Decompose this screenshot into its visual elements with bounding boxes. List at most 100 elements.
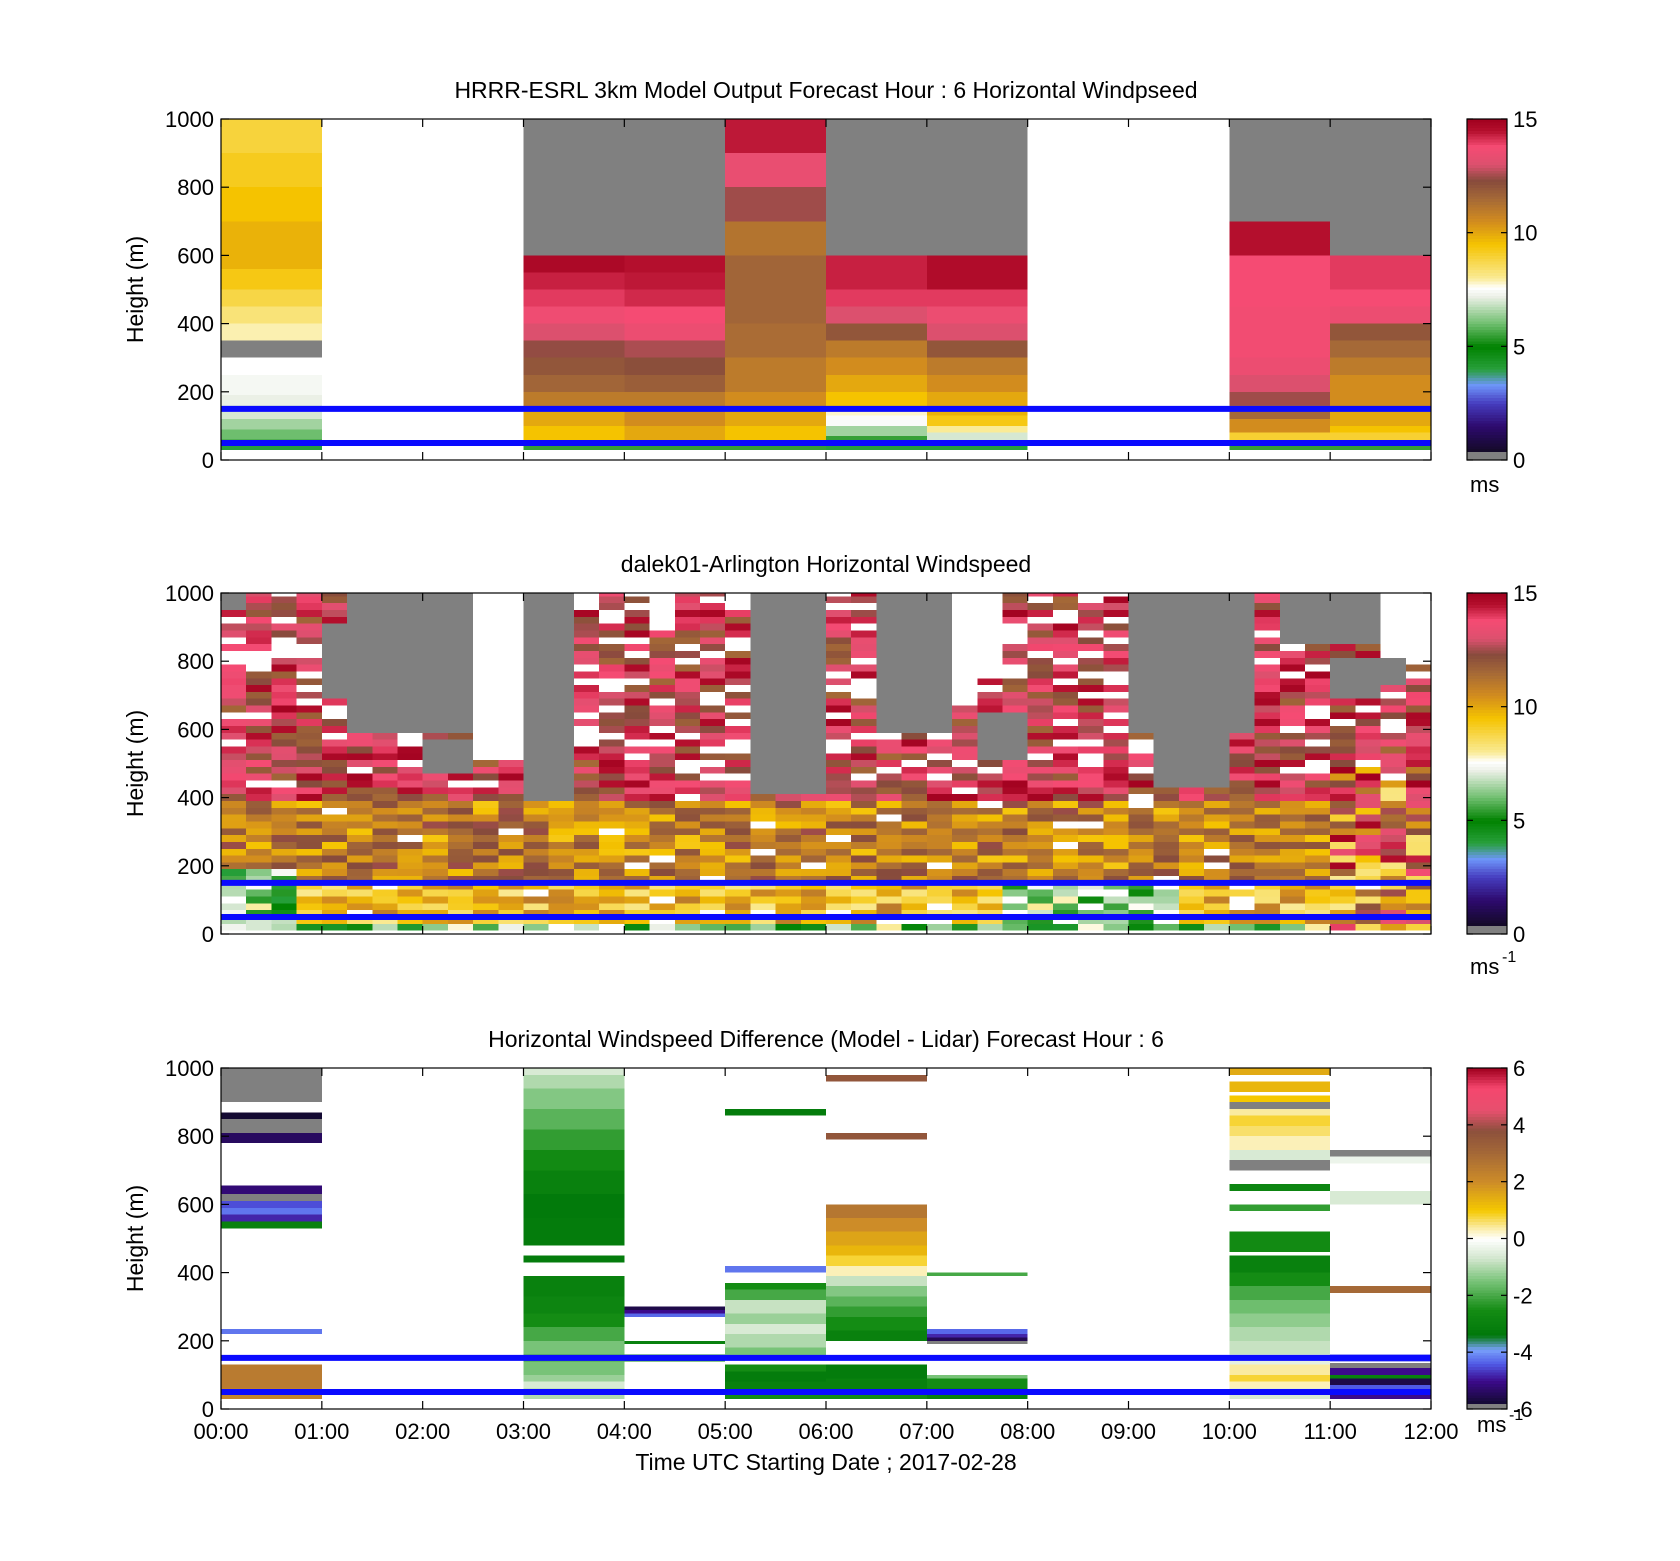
heatmap-cell [397, 610, 423, 617]
heatmap-cell [851, 780, 877, 788]
heatmap-cell [523, 1194, 625, 1219]
heatmap-cell [624, 691, 650, 699]
colorbar-segment [1467, 133, 1507, 137]
heatmap-cell [1178, 725, 1205, 733]
heatmap-cell [1027, 821, 1053, 829]
heatmap-cell [1153, 664, 1179, 672]
colorbar-segment [1467, 1164, 1507, 1169]
heatmap-cell [447, 753, 474, 761]
colorbar-segment [1467, 394, 1507, 399]
heatmap-cell [800, 848, 826, 856]
heatmap-cell [1254, 644, 1280, 651]
heatmap-cell [599, 855, 625, 863]
heatmap-cell [1153, 671, 1179, 679]
heatmap-cell [397, 616, 423, 624]
heatmap-cell [876, 903, 902, 911]
heatmap-cell [876, 650, 902, 658]
colorbar-segment [1467, 1286, 1507, 1291]
heatmap-cell [1229, 828, 1255, 836]
heatmap-cell [1078, 678, 1104, 686]
colorbar-segment [1467, 1372, 1507, 1376]
heatmap-cell [1330, 610, 1356, 617]
heatmap-cell [246, 855, 272, 863]
heatmap-cell [1304, 623, 1331, 631]
colorbar-segment [1467, 715, 1507, 719]
heatmap-cell [775, 753, 801, 761]
heatmap-cell [548, 841, 574, 849]
heatmap-cell [1229, 357, 1331, 375]
heatmap-cell [1330, 712, 1356, 720]
heatmap-cell [296, 923, 322, 931]
heatmap-cell [1204, 719, 1230, 726]
heatmap-cell [372, 862, 398, 870]
heatmap-cell [1304, 841, 1331, 849]
heatmap-cell [422, 848, 448, 856]
heatmap-cell [296, 896, 322, 904]
heatmap-cell [1279, 916, 1305, 924]
heatmap-cell [1128, 698, 1154, 706]
heatmap-cell [1229, 1160, 1331, 1171]
heatmap-cell [901, 855, 927, 863]
heatmap-cell [372, 896, 398, 904]
heatmap-cell [826, 828, 852, 836]
heatmap-cell [649, 657, 675, 665]
heatmap-cell [1355, 623, 1381, 631]
heatmap-cell [775, 664, 801, 672]
heatmap-cell [750, 685, 776, 692]
heatmap-cell [1153, 650, 1179, 658]
heatmap-cell [1103, 882, 1129, 890]
heatmap-cell [800, 916, 826, 924]
heatmap-cell [1204, 753, 1230, 761]
heatmap-cell [523, 753, 549, 761]
heatmap-cell [1380, 869, 1406, 877]
heatmap-cell [674, 869, 700, 877]
y-tick-label: 1000 [165, 1056, 214, 1081]
heatmap-cell [523, 272, 625, 290]
colorbar-segment [1467, 891, 1507, 895]
heatmap-cell [1178, 719, 1205, 726]
heatmap-cell [321, 746, 348, 754]
colorbar-segment [1467, 1232, 1507, 1237]
heatmap-cell [1204, 650, 1230, 658]
heatmap-cell [397, 910, 423, 917]
heatmap-cell [422, 739, 448, 747]
colorbar-segment [1467, 1121, 1507, 1126]
heatmap-cell [271, 678, 297, 686]
heatmap-cell [321, 637, 348, 645]
heatmap-cell [296, 739, 322, 747]
heatmap-cell [523, 732, 549, 740]
heatmap-cell [851, 712, 877, 720]
heatmap-cell [750, 712, 776, 720]
heatmap-cell [447, 773, 474, 781]
heatmap-cell [624, 903, 650, 911]
heatmap-cell [548, 828, 574, 836]
heatmap-cell [876, 719, 902, 726]
heatmap-cell [674, 596, 700, 604]
colorbar-segment [1467, 1068, 1507, 1072]
heatmap-cell [1153, 801, 1179, 808]
heatmap-cell [876, 705, 902, 713]
heatmap-cell [750, 760, 776, 767]
heatmap-cell [1355, 664, 1381, 672]
heatmap-cell [271, 916, 297, 924]
heatmap-cell [1380, 698, 1406, 706]
heatmap-cell [876, 616, 902, 624]
heatmap-cell [649, 637, 675, 645]
colorbar-segment [1467, 1116, 1507, 1120]
heatmap-cell [246, 814, 272, 822]
heatmap-cell [1128, 719, 1154, 726]
heatmap-cell [1204, 616, 1230, 624]
heatmap-cell [1204, 903, 1230, 911]
heatmap-cell [573, 855, 600, 863]
heatmap-cell [826, 1218, 927, 1232]
heatmap-cell [1204, 685, 1230, 692]
heatmap-cell [1128, 896, 1154, 904]
heatmap-cell [624, 616, 650, 624]
heatmap-cell [1052, 828, 1079, 836]
heatmap-cell [1304, 593, 1331, 597]
heatmap-cell [321, 910, 348, 917]
y-tick-label: 800 [177, 1124, 214, 1149]
heatmap-cell [926, 1328, 1028, 1334]
heatmap-cell [347, 691, 373, 699]
x-tick-label: 11:00 [1303, 1419, 1356, 1444]
